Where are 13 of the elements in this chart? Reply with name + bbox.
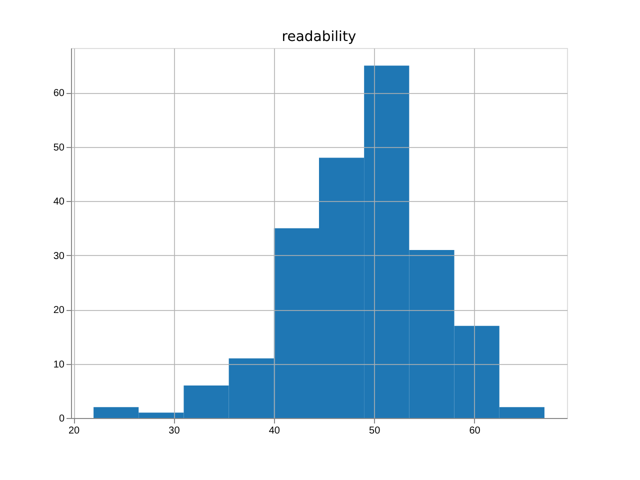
x-tick-label: 30 <box>168 426 180 436</box>
y-tick-label: 60 <box>53 88 65 100</box>
x-tick-label: 60 <box>469 426 481 436</box>
x-tick-label: 50 <box>369 426 381 436</box>
y-tick-label: 40 <box>53 196 65 208</box>
y-tick-label: 0 <box>58 414 65 424</box>
y-tick-label: 10 <box>53 359 65 370</box>
chart-title: readability <box>282 29 356 45</box>
y-tick-label: 20 <box>53 305 65 316</box>
y-tick-label: 50 <box>53 142 65 154</box>
x-tick-label: 40 <box>268 426 280 436</box>
x-tick-label: 20 <box>68 426 80 436</box>
y-tick-label: 30 <box>53 250 65 262</box>
